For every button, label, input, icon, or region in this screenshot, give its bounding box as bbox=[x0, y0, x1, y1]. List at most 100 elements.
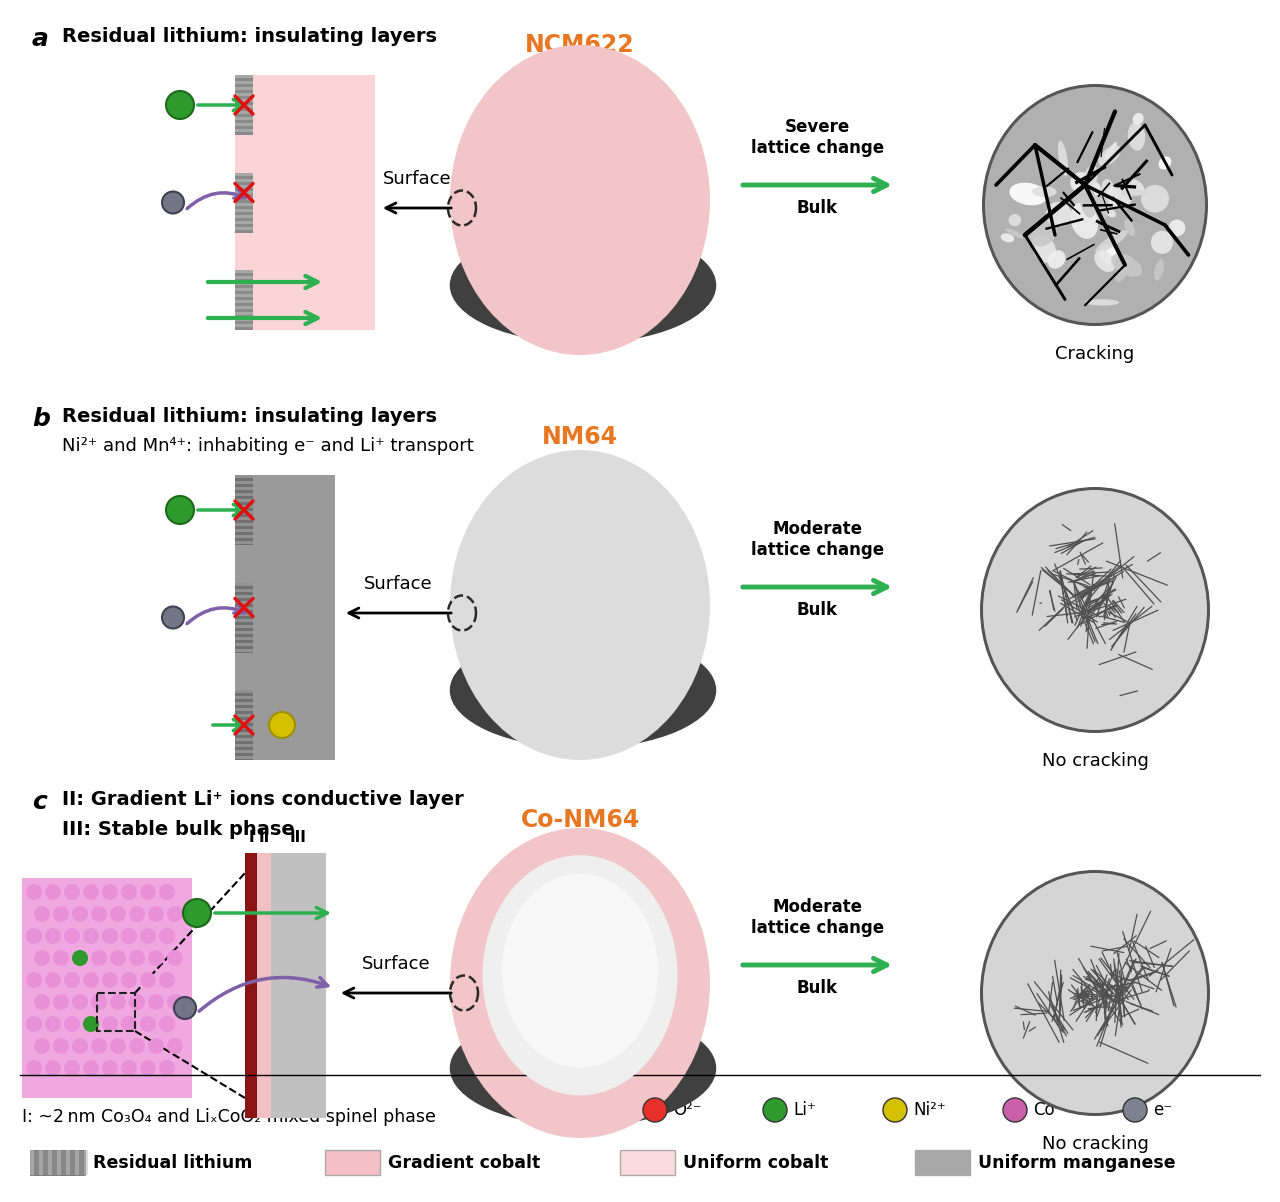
Circle shape bbox=[26, 928, 42, 944]
Circle shape bbox=[52, 950, 69, 966]
Ellipse shape bbox=[1106, 185, 1132, 209]
Circle shape bbox=[72, 950, 88, 966]
Circle shape bbox=[102, 1060, 118, 1076]
Circle shape bbox=[129, 950, 145, 966]
Bar bbox=[236, 475, 253, 545]
Bar bbox=[236, 270, 253, 331]
Bar bbox=[236, 702, 253, 706]
Bar bbox=[236, 99, 253, 102]
Bar bbox=[236, 589, 253, 591]
Text: Surface: Surface bbox=[365, 575, 433, 593]
Bar bbox=[236, 313, 253, 315]
Bar bbox=[236, 87, 253, 90]
Circle shape bbox=[140, 928, 156, 944]
Ellipse shape bbox=[1133, 113, 1144, 125]
Ellipse shape bbox=[1047, 250, 1065, 269]
Text: Co³⁺: Co³⁺ bbox=[1033, 1101, 1070, 1119]
Bar bbox=[236, 202, 253, 206]
Circle shape bbox=[102, 883, 118, 900]
Ellipse shape bbox=[1010, 183, 1047, 206]
Bar bbox=[236, 276, 253, 279]
Bar bbox=[84, 1150, 88, 1176]
Circle shape bbox=[102, 1016, 118, 1033]
Ellipse shape bbox=[1100, 244, 1117, 263]
Bar bbox=[29, 1150, 35, 1176]
Ellipse shape bbox=[1074, 197, 1089, 215]
Bar bbox=[236, 129, 253, 132]
Text: Residual lithium: Residual lithium bbox=[93, 1154, 252, 1172]
Bar bbox=[236, 325, 253, 327]
Ellipse shape bbox=[1158, 156, 1171, 169]
Ellipse shape bbox=[449, 1010, 717, 1126]
Bar bbox=[236, 282, 253, 285]
Text: a: a bbox=[32, 26, 49, 50]
Bar bbox=[236, 75, 253, 135]
Ellipse shape bbox=[1140, 185, 1169, 213]
Circle shape bbox=[26, 972, 42, 988]
Ellipse shape bbox=[1124, 219, 1135, 236]
Bar bbox=[29, 1150, 84, 1176]
Circle shape bbox=[166, 994, 183, 1010]
Text: I: I bbox=[248, 831, 253, 845]
Bar bbox=[244, 853, 257, 1118]
Circle shape bbox=[26, 1060, 42, 1076]
Ellipse shape bbox=[1028, 218, 1057, 246]
Bar bbox=[236, 750, 253, 752]
Bar bbox=[236, 481, 253, 484]
Ellipse shape bbox=[1009, 214, 1021, 226]
Bar bbox=[22, 877, 192, 1097]
Bar bbox=[49, 1150, 52, 1176]
Ellipse shape bbox=[1151, 231, 1172, 254]
Ellipse shape bbox=[1080, 189, 1110, 224]
Ellipse shape bbox=[483, 855, 677, 1095]
Bar bbox=[236, 601, 253, 603]
Bar bbox=[236, 619, 253, 621]
Bar bbox=[236, 288, 253, 291]
Bar bbox=[236, 726, 253, 728]
Ellipse shape bbox=[449, 632, 717, 749]
Ellipse shape bbox=[1128, 123, 1146, 150]
Circle shape bbox=[52, 1039, 69, 1054]
Text: Surface: Surface bbox=[362, 956, 430, 972]
Circle shape bbox=[64, 972, 79, 988]
Circle shape bbox=[52, 906, 69, 922]
Circle shape bbox=[122, 1060, 137, 1076]
Circle shape bbox=[52, 994, 69, 1010]
Ellipse shape bbox=[982, 84, 1208, 326]
Text: No cracking: No cracking bbox=[1042, 752, 1148, 770]
Circle shape bbox=[140, 1060, 156, 1076]
Bar bbox=[236, 756, 253, 758]
Bar bbox=[236, 649, 253, 651]
Bar bbox=[236, 475, 335, 760]
Bar bbox=[236, 184, 253, 188]
Bar bbox=[236, 493, 253, 496]
Circle shape bbox=[148, 1039, 164, 1054]
Ellipse shape bbox=[1046, 202, 1071, 227]
Text: Surface: Surface bbox=[383, 169, 452, 188]
Bar bbox=[236, 541, 253, 545]
Circle shape bbox=[26, 1016, 42, 1033]
Circle shape bbox=[1004, 1097, 1027, 1121]
Circle shape bbox=[140, 1016, 156, 1033]
Circle shape bbox=[159, 1016, 175, 1033]
Circle shape bbox=[72, 994, 88, 1010]
Circle shape bbox=[110, 950, 125, 966]
Text: Uniform manganese: Uniform manganese bbox=[978, 1154, 1175, 1172]
Circle shape bbox=[122, 972, 137, 988]
Circle shape bbox=[122, 1016, 137, 1033]
Circle shape bbox=[35, 950, 50, 966]
Circle shape bbox=[72, 1039, 88, 1054]
Bar bbox=[236, 505, 253, 508]
Circle shape bbox=[64, 928, 79, 944]
Bar bbox=[236, 583, 253, 585]
Text: Moderate
lattice change: Moderate lattice change bbox=[751, 898, 884, 938]
Text: Moderate
lattice change: Moderate lattice change bbox=[751, 520, 884, 559]
Circle shape bbox=[129, 994, 145, 1010]
Circle shape bbox=[83, 1016, 99, 1033]
Text: Uniform cobalt: Uniform cobalt bbox=[684, 1154, 828, 1172]
Text: Co-NM64: Co-NM64 bbox=[521, 808, 640, 832]
Bar bbox=[236, 226, 253, 230]
Text: II: II bbox=[259, 831, 270, 845]
Circle shape bbox=[148, 906, 164, 922]
Circle shape bbox=[159, 883, 175, 900]
